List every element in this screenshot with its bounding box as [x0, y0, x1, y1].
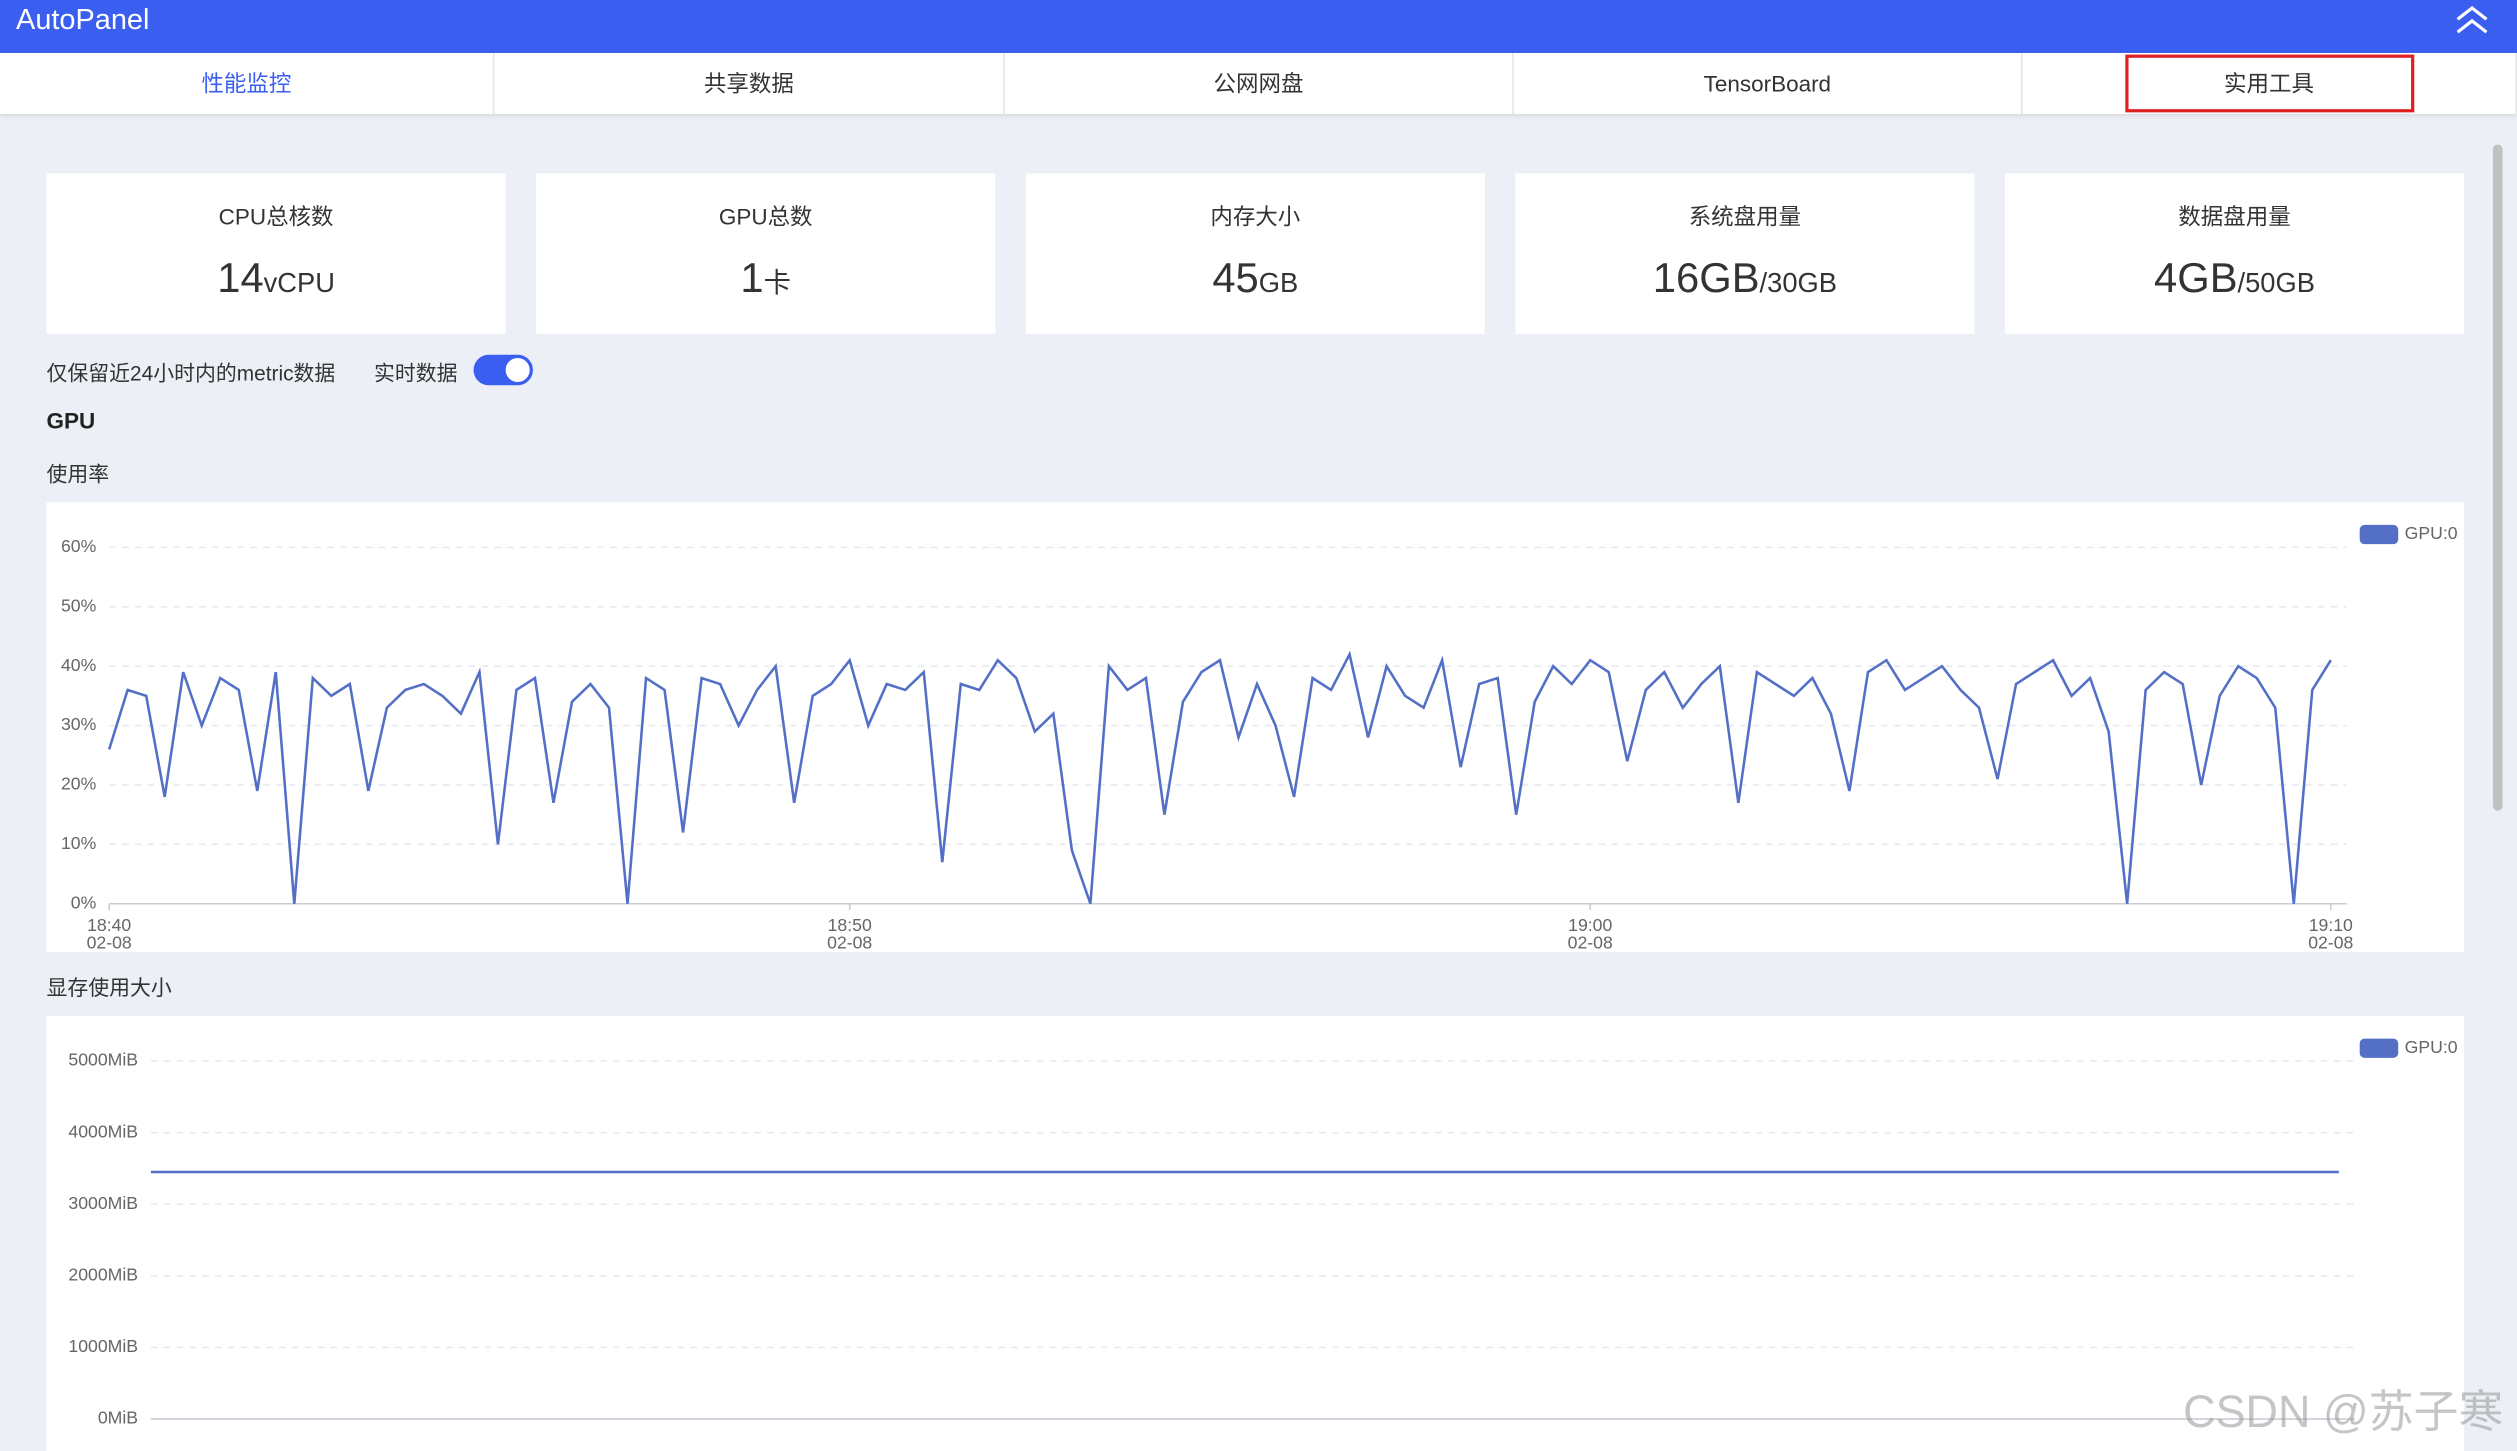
unit: /30GB	[1759, 268, 1837, 299]
y-tick-label: 30%	[61, 714, 97, 734]
y-tick-label: 10%	[61, 833, 97, 853]
stat-card: GPU总数 1卡	[536, 173, 996, 334]
card-label: 内存大小	[1210, 203, 1301, 230]
tab[interactable]: 性能监控	[0, 52, 495, 114]
header: AutoPanel	[0, 0, 2517, 53]
unit: vCPU	[263, 268, 335, 299]
legend-swatch	[2359, 524, 2399, 545]
card-value: 4GB/50GB	[2005, 254, 2464, 304]
card-value: 14vCPU	[47, 254, 506, 304]
stat-card: 数据盘用量 4GB/50GB	[2004, 173, 2465, 334]
tab[interactable]: 公网网盘	[1005, 52, 1514, 114]
x-tick-label: 18:40	[87, 915, 131, 935]
legend-label: GPU:0	[2405, 1037, 2458, 1057]
toggle-knob	[505, 357, 530, 383]
tab-label: 公网网盘	[1213, 70, 1304, 97]
line-series	[107, 650, 2332, 905]
x-tick-label: 19:10	[2309, 915, 2353, 935]
tab-bar: 性能监控 共享数据 公网网盘 TensorBoard 实用工具	[0, 52, 2517, 114]
chart-title: 使用率	[46, 462, 110, 487]
tab-label: 实用工具	[2124, 54, 2414, 113]
y-tick-label: 3000MiB	[68, 1193, 138, 1213]
x-tick-date: 02-08	[1568, 933, 1613, 952]
tab-label: 性能监控	[201, 70, 292, 97]
value: 4GB	[2154, 253, 2238, 302]
card-label: 系统盘用量	[1688, 203, 1802, 230]
unit: /50GB	[2237, 268, 2315, 299]
y-tick-label: 1000MiB	[68, 1336, 138, 1356]
card-label: 数据盘用量	[2178, 203, 2291, 230]
value: 16GB	[1652, 253, 1760, 302]
value: 14	[217, 253, 264, 302]
card-value: 45GB	[1026, 254, 1485, 304]
collapse-icon[interactable]	[2453, 3, 2492, 38]
value: 45	[1212, 253, 1259, 302]
unit: 卡	[763, 268, 791, 299]
tab-label: TensorBoard	[1703, 70, 1832, 97]
y-tick-label: 40%	[61, 655, 97, 675]
value: 1	[740, 253, 764, 302]
tab[interactable]: TensorBoard	[1514, 52, 2023, 114]
y-tick-label: 2000MiB	[68, 1264, 138, 1284]
y-tick-label: 0%	[71, 892, 97, 912]
stat-card: 内存大小 45GB	[1025, 173, 1485, 334]
y-tick-label: 20%	[61, 774, 97, 794]
chart: 0MiB 1000MiB 2000MiB 3000MiB 4000MiB 5000MiB G…	[46, 1016, 2465, 1451]
card-value: 1卡	[536, 254, 995, 304]
tab-label: 共享数据	[703, 70, 794, 97]
notice: 仅保留近24小时内的metric数据	[46, 361, 336, 386]
section-title: GPU	[46, 407, 96, 434]
chart-title: 显存使用大小	[46, 975, 172, 1001]
watermark: CSDN @苏子寒	[2183, 1386, 2504, 1437]
realtime-toggle[interactable]	[473, 354, 533, 386]
y-tick-label: 0MiB	[98, 1408, 138, 1428]
card-label: GPU总数	[718, 203, 813, 230]
stat-card: 系统盘用量 16GB/30GB	[1515, 173, 1975, 334]
x-tick-label: 19:00	[1568, 915, 1612, 935]
x-tick-label: 18:50	[828, 915, 872, 935]
toggle-label: 实时数据	[374, 361, 458, 386]
y-tick-label: 60%	[61, 536, 97, 556]
card-label: CPU总核数	[218, 203, 334, 230]
stat-card: CPU总核数 14vCPU	[46, 173, 506, 334]
legend-swatch	[2359, 1038, 2399, 1058]
unit: GB	[1258, 268, 1299, 299]
chart: 0%10%20%30%40%50%60%18:4002-0818:5002-08…	[46, 502, 2465, 952]
tab[interactable]: 实用工具	[2023, 52, 2517, 114]
y-tick-label: 50%	[61, 595, 97, 615]
x-tick-date: 02-08	[2308, 933, 2353, 952]
scrollbar[interactable]	[2492, 144, 2503, 811]
y-tick-label: 4000MiB	[68, 1121, 138, 1141]
x-tick-date: 02-08	[87, 933, 132, 952]
app-title: AutoPanel	[16, 3, 150, 36]
tab[interactable]: 共享数据	[494, 52, 1005, 114]
card-value: 16GB/30GB	[1515, 254, 1974, 304]
y-tick-label: 5000MiB	[68, 1050, 138, 1070]
x-tick-date: 02-08	[827, 933, 872, 952]
legend-label: GPU:0	[2405, 523, 2458, 543]
